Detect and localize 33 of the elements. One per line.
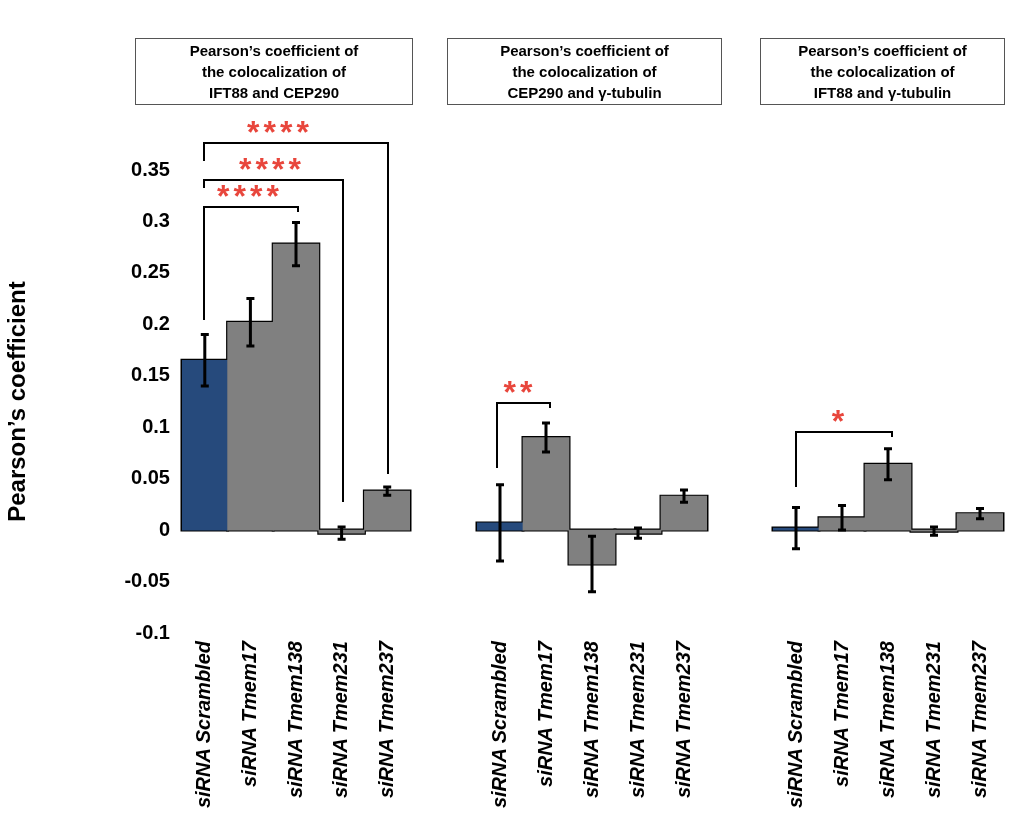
x-tick-label: siRNA Tmem237	[374, 640, 397, 799]
y-tick-label: 0.35	[131, 157, 170, 180]
chart-title: Pearson’s coefficient of the colocalization of IFT88 and CEP290	[188, 41, 360, 103]
y-tick-label: -0.05	[124, 569, 170, 592]
chart-title: Pearson’s coefficient of the colocalization of IFT88 and γ-tubulin	[797, 41, 968, 103]
annotation: ****	[216, 178, 284, 214]
x-tick-label: siRNA Tmem237	[671, 640, 694, 799]
x-tick-label: siRNA Scrambled	[487, 640, 510, 809]
x-tick-label: siRNA Tmem138	[579, 640, 602, 799]
y-tick-label: 0.15	[131, 363, 170, 386]
x-tick-label: siRNA Tmem237	[967, 640, 990, 799]
annotation: *	[830, 403, 850, 439]
x-tick-label: siRNA Tmem231	[921, 641, 944, 799]
annotation: **	[502, 374, 538, 410]
y-axis-title: Pearson’s coefficient	[3, 281, 31, 522]
y-tick-label: 0	[158, 517, 170, 540]
y-tick-label: -0.1	[135, 620, 170, 643]
x-tick-label: siRNA Tmem231	[625, 641, 648, 799]
x-tick-label: siRNA Tmem17	[829, 640, 852, 787]
x-tick-label: siRNA Scrambled	[192, 640, 215, 809]
x-tick-label: siRNA Scrambled	[783, 640, 806, 809]
y-tick-label: 0.25	[131, 260, 170, 283]
y-tick-label: 0.1	[142, 414, 170, 437]
x-tick-label: siRNA Tmem17	[533, 640, 556, 787]
x-tick-label: siRNA Tmem231	[329, 641, 352, 799]
y-tick-label: 0.3	[142, 208, 170, 231]
x-tick-label: siRNA Tmem17	[237, 640, 260, 787]
chart-title: Pearson’s coefficient of the colocalization of CEP290 and γ-tubulin	[499, 41, 670, 103]
y-tick-label: 0.2	[142, 311, 170, 334]
y-tick-label: 0.05	[131, 466, 170, 489]
text: ****	[246, 114, 314, 150]
x-tick-label: siRNA Tmem138	[875, 640, 898, 799]
x-tick-label: siRNA Tmem138	[283, 640, 306, 799]
